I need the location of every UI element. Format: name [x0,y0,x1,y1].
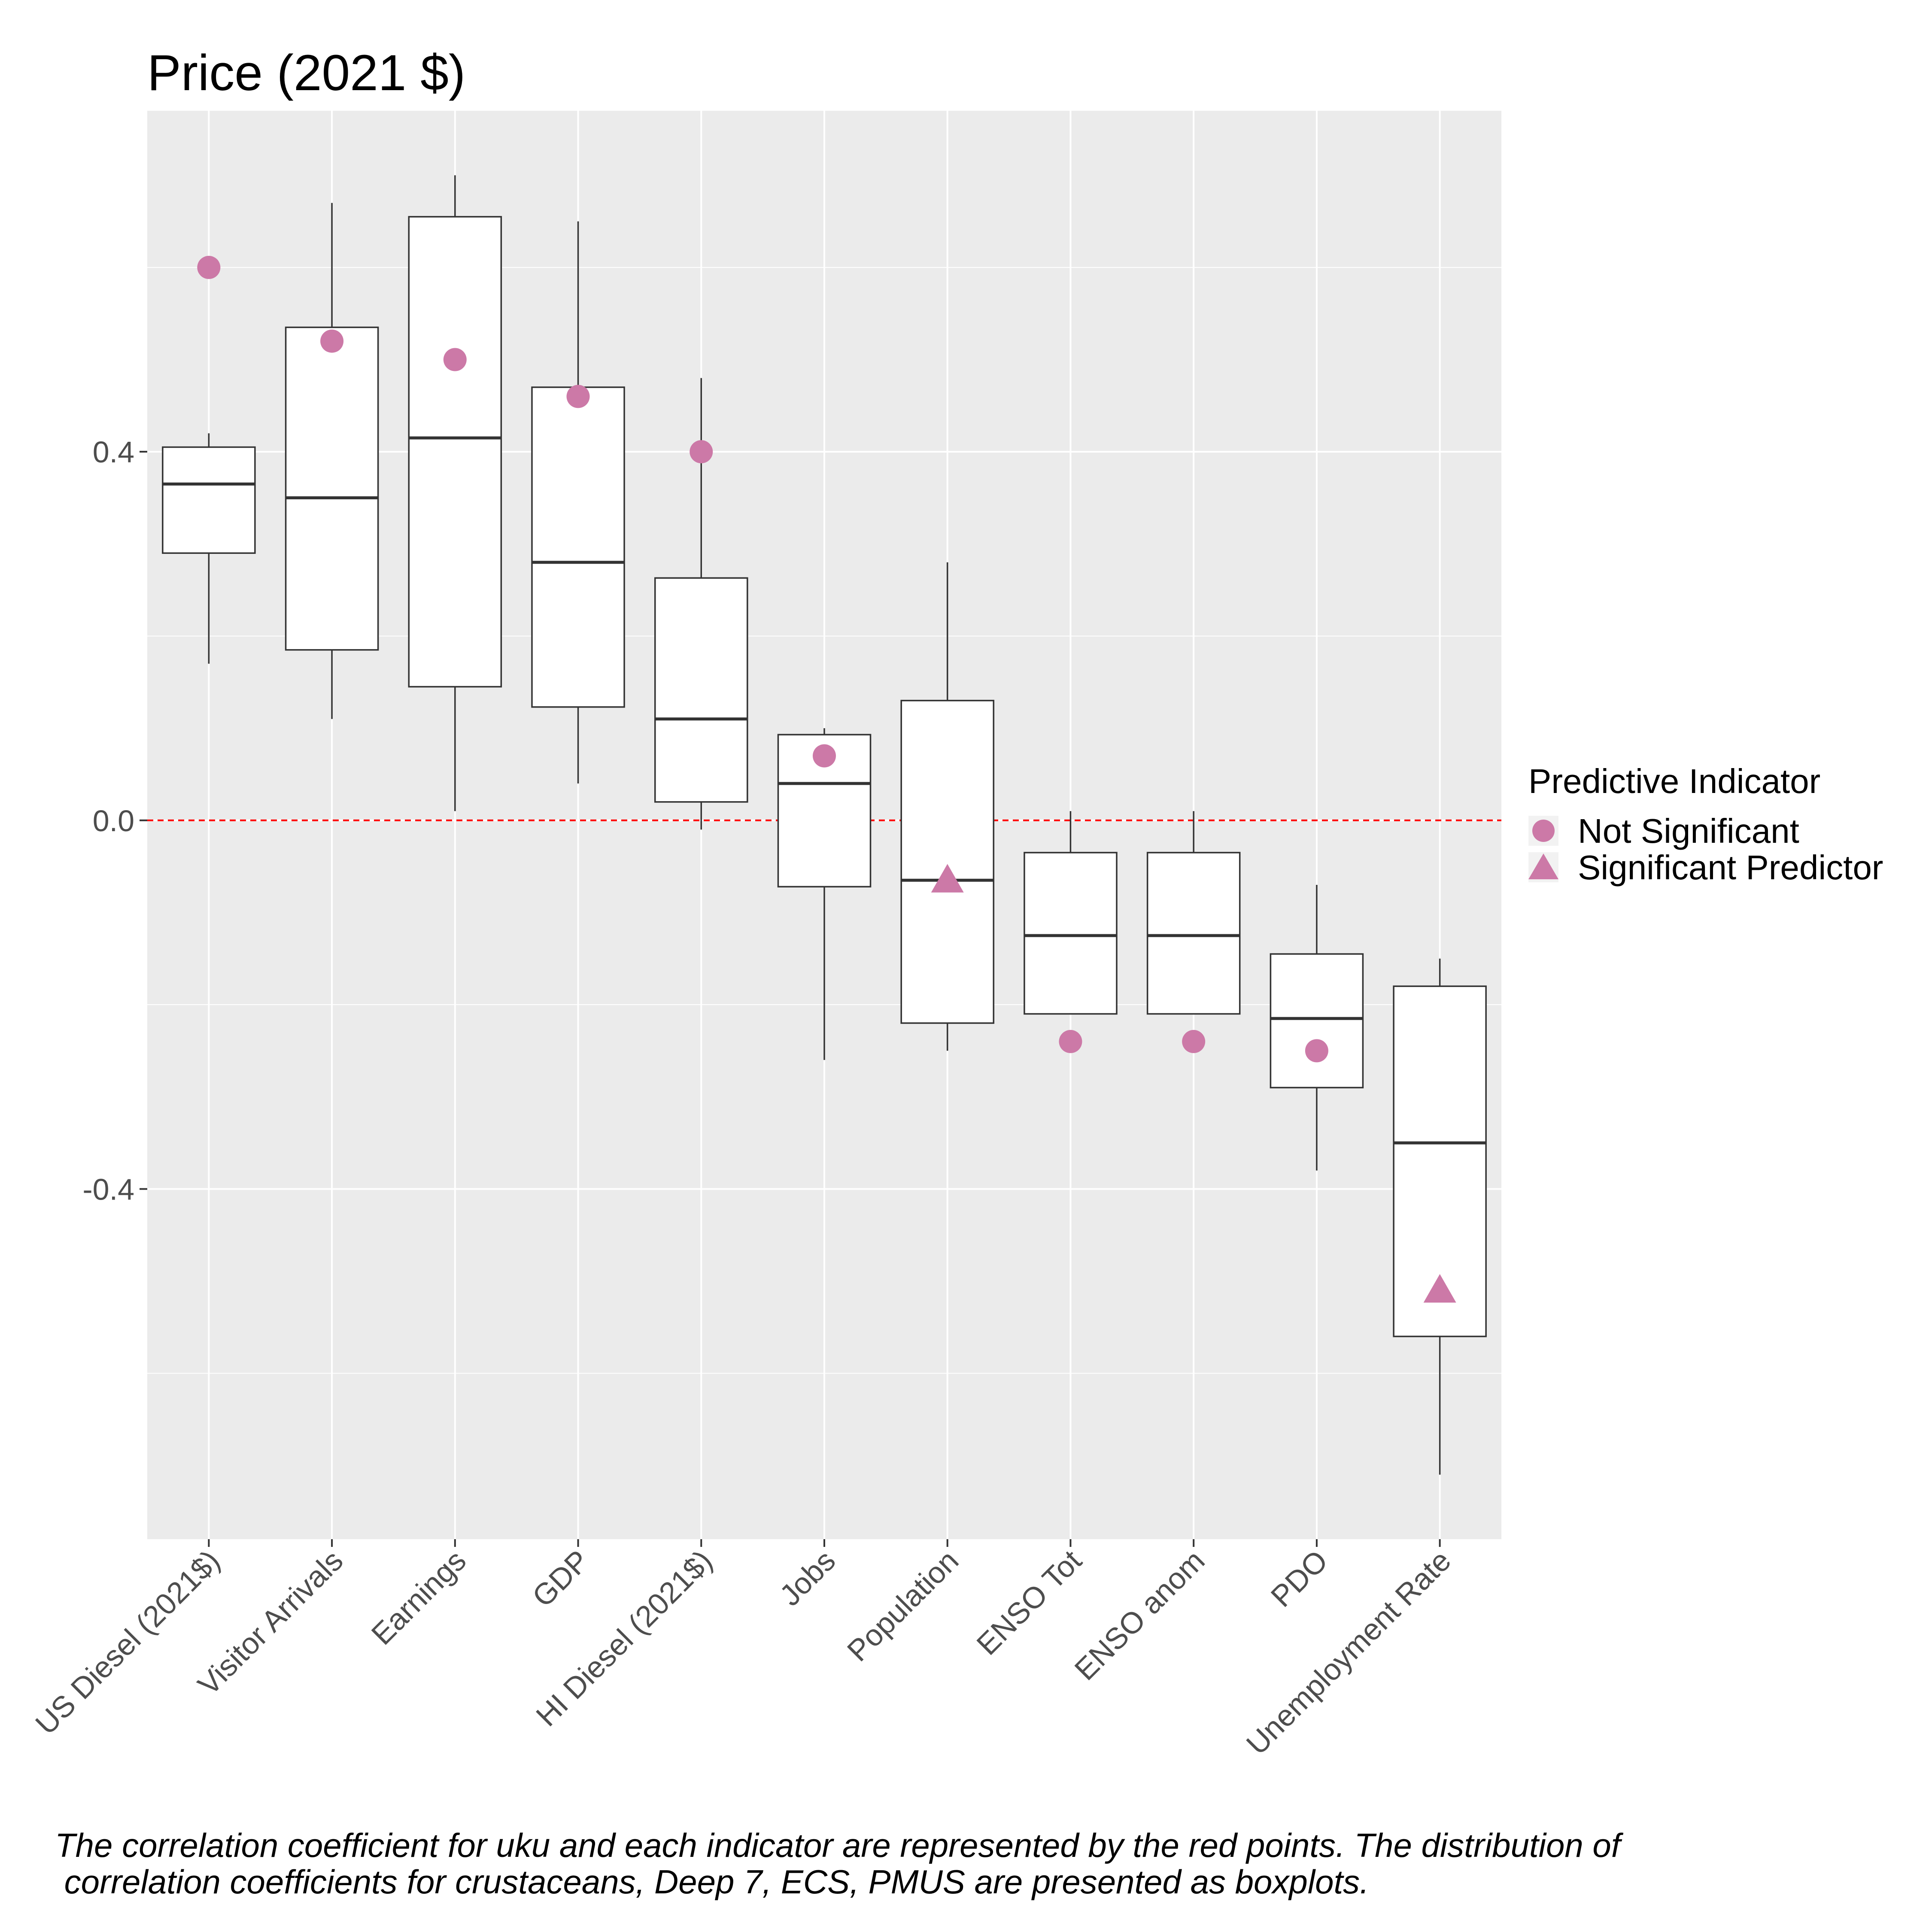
significant-point-6 [931,864,964,893]
chart-title: Price (2021 $) [147,45,465,101]
legend: Predictive Indicator Not Significant Sig… [1528,762,1883,887]
boxplot-7 [1024,811,1118,1015]
x-tick-label: ENSO Tot [970,1543,1088,1661]
point-9 [1305,1039,1328,1063]
box-iqr [654,577,748,803]
significant-point-10 [1423,1274,1456,1303]
boxplot-9 [1270,885,1364,1171]
boxplot-3 [531,221,625,784]
box-iqr [1024,852,1118,1015]
box-iqr [408,216,502,688]
box-iqr [162,446,256,554]
x-tick-label: Unemployment Rate [1240,1543,1457,1761]
x-tick-label: Jobs [773,1543,842,1612]
box-iqr [285,326,379,651]
legend-triangle-icon [1528,854,1558,879]
boxplot-2 [408,175,502,811]
point-3 [566,385,590,408]
point-7 [1059,1030,1082,1053]
box-iqr [531,386,625,708]
boxplot-1 [285,203,379,719]
legend-title: Predictive Indicator [1528,762,1820,800]
point-1 [320,329,344,353]
boxplot-6 [900,562,995,1051]
x-tick-label: PDO [1264,1543,1334,1613]
point-4 [690,440,713,464]
box-iqr [1146,852,1241,1015]
y-tick-label: 0.0 [93,804,134,838]
boxplot-0 [162,433,256,664]
y-tick-label: 0.4 [93,435,134,469]
legend-circle-icon [1532,820,1555,842]
box-iqr [1270,953,1364,1088]
boxplot-4 [654,378,748,830]
x-axis: US Diesel (2021$)Visitor Arrivals Earning… [29,1539,1457,1761]
y-axis: -0.4 0.0 0.4 [82,435,147,1206]
boxplot-8 [1146,811,1241,1015]
y-tick-label: -0.4 [82,1173,134,1206]
indicator-points [197,255,1456,1303]
point-5 [813,744,836,768]
point-8 [1182,1030,1206,1053]
x-tick-label: Population [841,1543,965,1668]
x-tick-label: ENSO anom [1068,1543,1211,1686]
caption-line-1: The correlation coefficient for uku and … [55,1826,1624,1864]
x-tick-label: GDP [526,1543,595,1613]
legend-label-not-significant: Not Significant [1578,812,1799,850]
point-0 [197,255,221,279]
box-iqr [900,699,995,1024]
boxplots [162,175,1487,1475]
x-tick-label: US Diesel (2021$) [29,1543,226,1741]
point-2 [443,348,467,371]
x-tick-label: Earnings [365,1543,473,1651]
caption-line-2: correlation coefficients for crustaceans… [55,1863,1369,1901]
legend-label-significant: Significant Predictor [1578,848,1883,887]
